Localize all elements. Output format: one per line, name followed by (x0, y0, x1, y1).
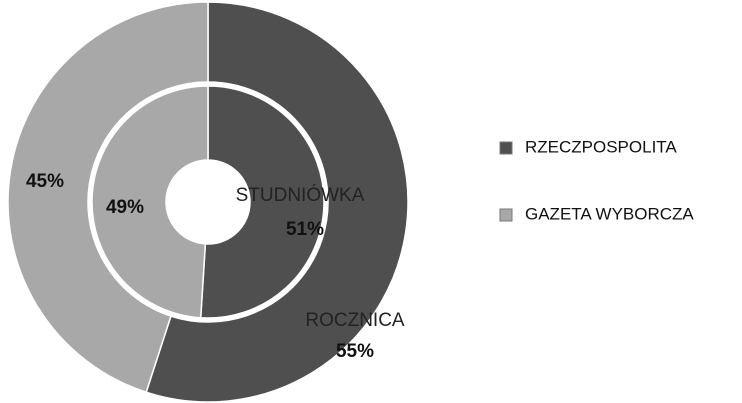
value-label: 45% (26, 171, 64, 192)
value-label: 55% (336, 341, 374, 362)
ring-segment (199, 85, 325, 319)
value-label: 51% (286, 219, 324, 240)
ring-segment (7, 1, 209, 394)
value-label: 49% (106, 197, 144, 218)
ring-segment (145, 1, 409, 403)
legend-swatch (499, 141, 513, 155)
category-label: STUDNIÓWKA (236, 184, 365, 206)
category-label: ROCZNICA (305, 310, 405, 331)
legend-swatch (499, 208, 513, 222)
ring-segment (91, 85, 209, 319)
legend-label: RZECZPOSPOLITA (525, 137, 677, 156)
legend-label: GAZETA WYBORCZA (525, 204, 694, 223)
